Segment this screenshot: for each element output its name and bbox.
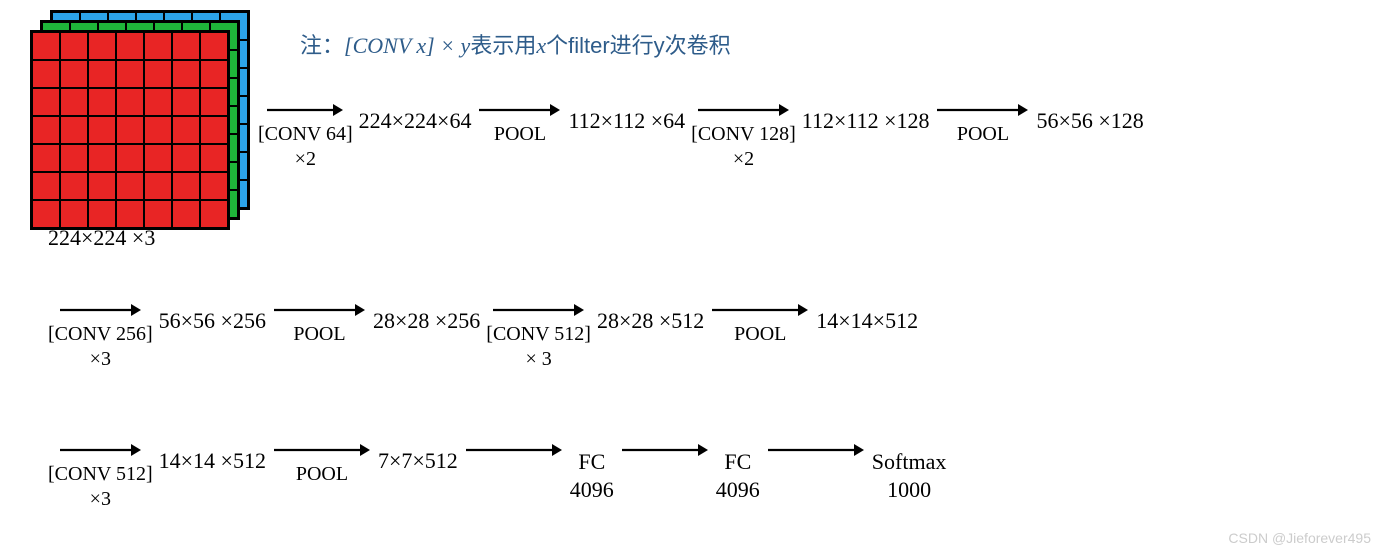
arrow-icon — [491, 300, 586, 320]
flow-row-3: [CONV 512]×314×14 ×512 POOL 7×7×512 FC4096 F… — [48, 440, 952, 512]
flow-step: [CONV 256]×3 — [48, 300, 153, 372]
dim-label: 112×112 ×128 — [802, 108, 930, 134]
op-label: POOL — [734, 322, 786, 347]
watermark: CSDN @Jieforever495 — [1228, 530, 1371, 546]
op-label: POOL — [293, 322, 345, 347]
flow-step: POOL — [710, 300, 810, 347]
dim-label: 14×14 ×512 — [159, 448, 266, 474]
dim-label: FC4096 — [716, 448, 760, 503]
note-text: 注：[CONV x] × y表示用x个filter进行y次卷积 — [300, 28, 731, 60]
op-label: [CONV 256]×3 — [48, 322, 153, 372]
op-label: [CONV 128]×2 — [691, 122, 796, 172]
output-block: 28×28 ×512 — [597, 300, 704, 334]
note-prefix: 注： — [300, 33, 344, 58]
op-label: POOL — [296, 462, 348, 487]
flow-step: POOL — [935, 100, 1030, 147]
dim-label: 28×28 ×512 — [597, 308, 704, 334]
note-conv: CONV x — [353, 33, 427, 58]
flow-row-1: [CONV 64]×2224×224×64 POOL 112×112 ×64[CON… — [258, 100, 1150, 172]
flow-step: [CONV 512]×3 — [48, 440, 153, 512]
flow-step: [CONV 512]× 3 — [486, 300, 591, 372]
dim-label: Softmax1000 — [872, 448, 947, 503]
output-block: 14×14×512 — [816, 300, 918, 334]
arrow-icon — [272, 440, 372, 460]
arrow-icon — [477, 100, 562, 120]
tensor-channel-grid — [30, 30, 230, 230]
flow-step — [464, 440, 564, 462]
note-y: y — [461, 33, 471, 58]
output-block: FC4096 — [716, 440, 760, 503]
arrow-icon — [620, 440, 710, 460]
output-block: 56×56 ×256 — [159, 300, 266, 334]
output-block: 224×224×64 — [359, 100, 472, 134]
flow-step — [620, 440, 710, 462]
flow-step: POOL — [272, 300, 367, 347]
flow-step: POOL — [272, 440, 372, 487]
note-x2: x — [536, 33, 546, 58]
arrow-icon — [58, 300, 143, 320]
flow-step — [766, 440, 866, 462]
dim-label: 56×56 ×128 — [1036, 108, 1143, 134]
arrow-icon — [58, 440, 143, 460]
note-mid: ] × — [426, 33, 460, 58]
dim-label: 28×28 ×256 — [373, 308, 480, 334]
flow-row-2: [CONV 256]×356×56 ×256 POOL 28×28 ×256[CON… — [48, 300, 924, 372]
dim-label: 112×112 ×64 — [568, 108, 685, 134]
dim-label: 224×224×64 — [359, 108, 472, 134]
output-block: 14×14 ×512 — [159, 440, 266, 474]
output-block: 112×112 ×128 — [802, 100, 930, 134]
output-block: FC4096 — [570, 440, 614, 503]
arrow-icon — [935, 100, 1030, 120]
dim-label: 14×14×512 — [816, 308, 918, 334]
dim-label: 7×7×512 — [378, 448, 458, 474]
arrow-icon — [272, 300, 367, 320]
output-block: Softmax1000 — [872, 440, 947, 503]
arrow-icon — [710, 300, 810, 320]
flow-step: POOL — [477, 100, 562, 147]
output-block: 56×56 ×128 — [1036, 100, 1143, 134]
note-post: 表示用 — [470, 33, 536, 58]
op-label: [CONV 64]×2 — [258, 122, 353, 172]
flow-step: [CONV 64]×2 — [258, 100, 353, 172]
dim-label: FC4096 — [570, 448, 614, 503]
output-block: 7×7×512 — [378, 440, 458, 474]
input-tensor-stack — [30, 10, 240, 225]
arrow-icon — [766, 440, 866, 460]
output-block: 112×112 ×64 — [568, 100, 685, 134]
note-bracket-open: [ — [344, 33, 353, 58]
dim-label: 56×56 ×256 — [159, 308, 266, 334]
op-label: POOL — [957, 122, 1009, 147]
arrow-icon — [464, 440, 564, 460]
op-label: [CONV 512]× 3 — [486, 322, 591, 372]
arrow-icon — [265, 100, 345, 120]
op-label: POOL — [494, 122, 546, 147]
arrow-icon — [696, 100, 791, 120]
output-block: 28×28 ×256 — [373, 300, 480, 334]
note-post2: 个filter进行y次卷积 — [546, 33, 731, 58]
flow-step: [CONV 128]×2 — [691, 100, 796, 172]
op-label: [CONV 512]×3 — [48, 462, 153, 512]
